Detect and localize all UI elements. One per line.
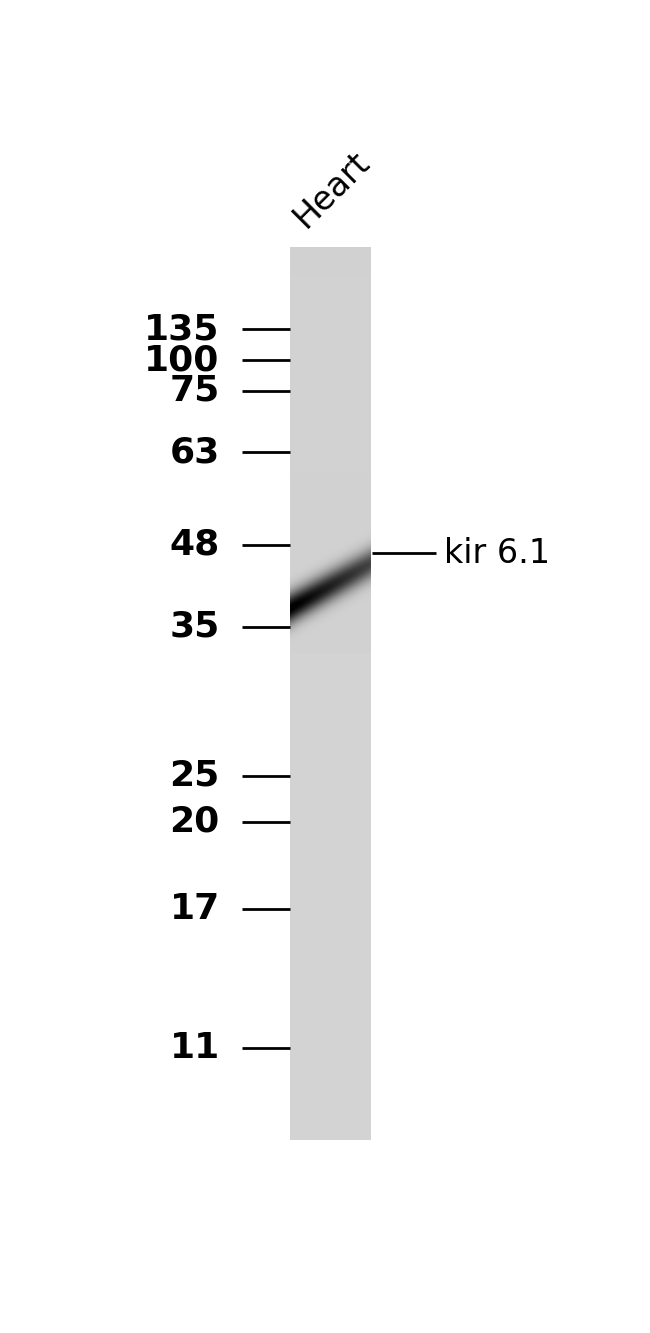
Text: 135: 135 <box>144 312 220 347</box>
Text: 11: 11 <box>170 1030 220 1065</box>
Text: kir 6.1: kir 6.1 <box>444 537 550 569</box>
Text: 63: 63 <box>170 436 220 469</box>
Text: 17: 17 <box>170 892 220 926</box>
Text: 20: 20 <box>170 805 220 838</box>
Text: 25: 25 <box>170 758 220 793</box>
Text: 75: 75 <box>170 373 220 408</box>
Text: 35: 35 <box>170 611 220 644</box>
Text: 48: 48 <box>170 528 220 563</box>
Text: 100: 100 <box>144 343 220 377</box>
Text: Heart: Heart <box>287 145 376 233</box>
